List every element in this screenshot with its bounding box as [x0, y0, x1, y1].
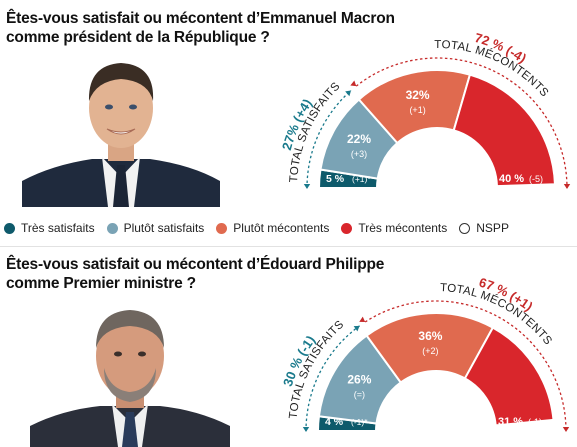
legend-swatch-icon — [459, 222, 471, 234]
edouard-philippe-photo — [30, 298, 230, 447]
legend-item-tres-satisfaits: Très satisfaits — [4, 221, 95, 235]
question-philippe-line1: Êtes-vous satisfait ou mécontent d’Édoua… — [6, 256, 385, 273]
total-satisfaits-arc — [306, 89, 352, 189]
total-mecontents-arc — [355, 57, 568, 189]
arrow-icon — [563, 184, 571, 189]
value-label: 22% — [347, 132, 371, 146]
legend-item-tres-mecontents: Très mécontents — [341, 221, 447, 235]
change-label: (+3) — [351, 149, 367, 159]
legend-label: Plutôt satisfaits — [123, 221, 205, 235]
change-label: (-1) — [528, 417, 542, 427]
legend-item-plutot-mecontents: Plutôt mécontents — [216, 221, 329, 235]
gauge-chart-1: 5 % (+1)* 22% (+3) 32% (+1) 40 % (-5) — [306, 57, 568, 189]
value-label: 31 % — [498, 416, 523, 428]
segment-tr-s-m-contents — [463, 326, 555, 427]
legend: Très satisfaits Plutôt satisfaits Plutôt… — [4, 218, 574, 238]
arrow-icon — [302, 427, 310, 432]
legend-label: Plutôt mécontents — [233, 221, 330, 235]
segment-tr-s-m-contents — [452, 73, 556, 188]
legend-label: Très satisfaits — [21, 221, 95, 235]
legend-label: Très mécontents — [358, 221, 448, 235]
arrow-icon — [350, 80, 357, 87]
arrow-icon — [359, 316, 366, 322]
total-mecontents-arc — [364, 300, 567, 432]
gauge-chart-2: 4 % (-1)* 26% (=) 36% (+2) 31 % (-1) — [305, 300, 567, 432]
value-label: 40 % — [499, 173, 524, 185]
question-macron-line1: Êtes-vous satisfait ou mécontent d’Emman… — [6, 10, 395, 27]
total-satisfaits-arc — [305, 325, 360, 432]
legend-swatch-icon — [4, 222, 15, 234]
change-label: (=) — [354, 390, 365, 400]
change-label: (-5) — [529, 174, 543, 184]
legend-item-nspp: NSPP — [459, 221, 509, 235]
value-label: 36% — [418, 329, 442, 343]
change-label: (+2) — [422, 346, 438, 356]
arrow-icon — [345, 90, 352, 97]
emmanuel-macron-photo — [22, 53, 220, 207]
legend-item-plutot-satisfaits: Plutôt satisfaits — [106, 221, 205, 235]
arrow-icon — [562, 427, 570, 432]
question-macron-line2: comme président de la République ? — [6, 29, 270, 46]
legend-label: NSPP — [476, 221, 509, 235]
question-philippe: Êtes-vous satisfait ou mécontent d’Édoua… — [6, 255, 384, 293]
arrow-icon — [353, 325, 360, 332]
value-label: 32% — [406, 88, 430, 102]
change-label: (+1)* — [352, 174, 371, 184]
legend-swatch-icon — [216, 222, 228, 234]
change-label: (-1)* — [351, 417, 368, 427]
question-macron: Êtes-vous satisfait ou mécontent d’Emman… — [6, 9, 395, 47]
legend-swatch-icon — [106, 222, 118, 234]
value-label: 26% — [347, 373, 371, 387]
section-divider — [0, 246, 577, 247]
question-philippe-line2: comme Premier ministre ? — [6, 275, 196, 292]
legend-swatch-icon — [341, 222, 353, 234]
change-label: (+1) — [409, 105, 425, 115]
value-label: 5 % — [326, 173, 345, 185]
arrow-icon — [303, 184, 311, 189]
value-label: 4 % — [325, 416, 344, 428]
